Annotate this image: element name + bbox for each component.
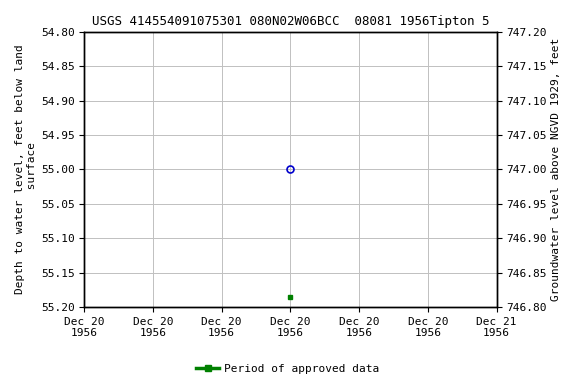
Legend: Period of approved data: Period of approved data [192, 359, 384, 379]
Y-axis label: Groundwater level above NGVD 1929, feet: Groundwater level above NGVD 1929, feet [551, 38, 561, 301]
Y-axis label: Depth to water level, feet below land
 surface: Depth to water level, feet below land su… [15, 45, 37, 294]
Title: USGS 414554091075301 080N02W06BCC  08081 1956Tipton 5: USGS 414554091075301 080N02W06BCC 08081 … [92, 15, 489, 28]
